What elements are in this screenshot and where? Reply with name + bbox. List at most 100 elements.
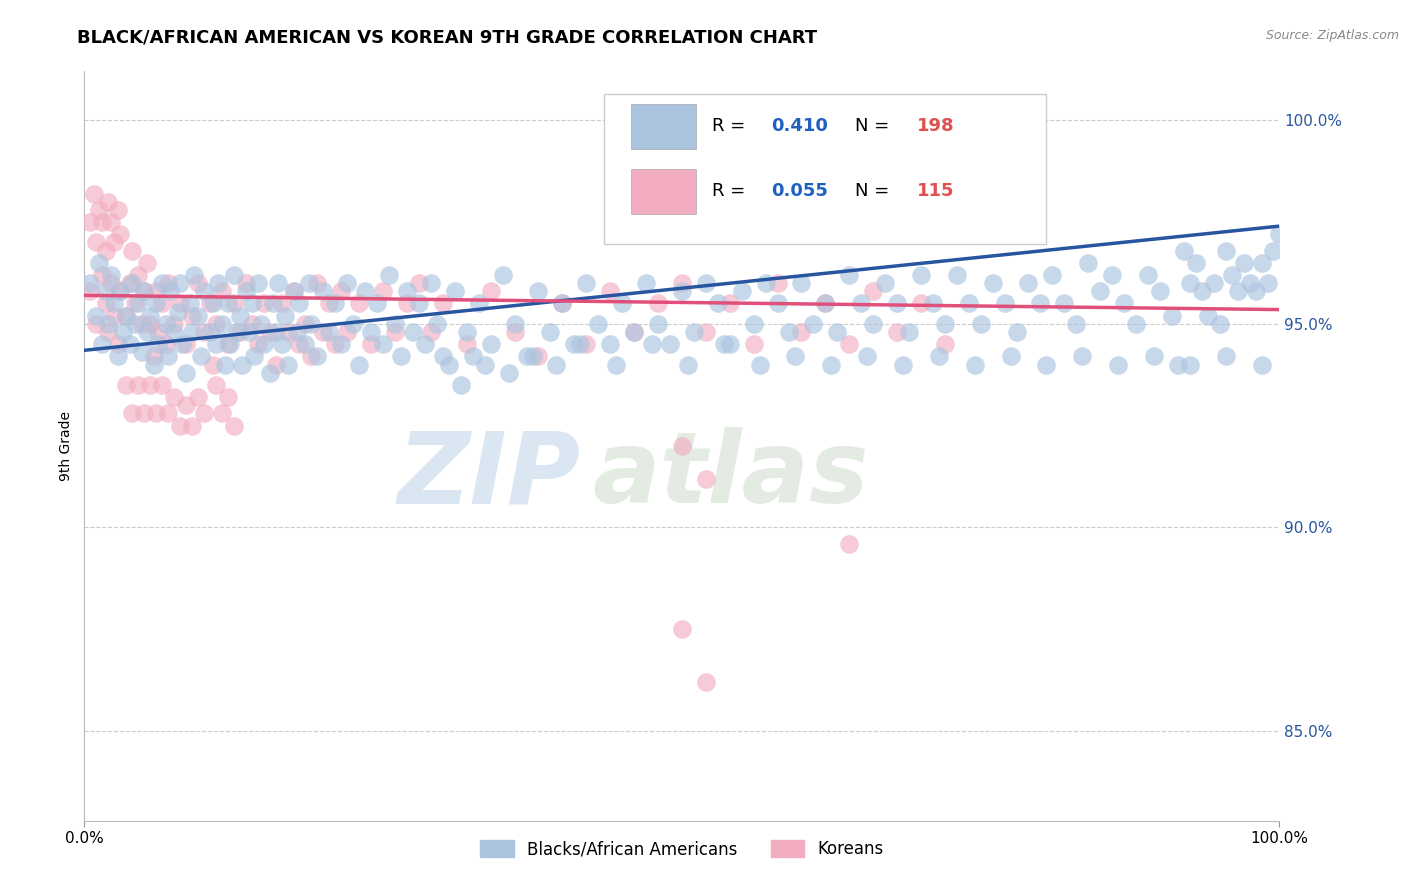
Point [190,350,212,364]
Point [193,406,215,420]
Point [94,296,117,310]
Point [1215,244,1237,258]
Point [181,325,204,339]
Point [742,317,765,331]
Point [150,276,173,290]
Text: BLACK/AFRICAN AMERICAN VS KOREAN 9TH GRADE CORRELATION CHART: BLACK/AFRICAN AMERICAN VS KOREAN 9TH GRA… [77,29,817,46]
Point [307,350,329,364]
Point [135,256,157,270]
Point [301,317,323,331]
Point [325,296,347,310]
Point [373,337,395,351]
Point [551,296,574,310]
Point [1161,309,1184,323]
Point [910,296,932,310]
Point [222,296,245,310]
Point [803,317,825,331]
Point [110,285,132,299]
Point [1250,256,1272,270]
Point [1077,256,1099,270]
Point [396,296,419,310]
Point [79,276,101,290]
Point [121,406,143,420]
Point [479,285,502,299]
Point [623,325,645,339]
Point [748,358,770,372]
Point [575,276,598,290]
Point [181,309,204,323]
Point [127,296,149,310]
Point [432,296,454,310]
Point [150,378,173,392]
Point [259,325,281,339]
Point [373,285,395,299]
Point [1125,317,1147,331]
Point [198,296,221,310]
Point [155,337,177,351]
Point [910,268,932,282]
Point [856,350,879,364]
Point [820,358,842,372]
Point [79,285,101,299]
Point [408,296,430,310]
Point [1250,358,1272,372]
Point [226,325,249,339]
Point [145,285,167,299]
Point [277,325,299,339]
Point [179,296,201,310]
Point [1066,317,1088,331]
Point [264,358,287,372]
Point [86,235,108,250]
Legend: Blacks/African Americans, Koreans: Blacks/African Americans, Koreans [474,833,890,864]
Point [981,276,1004,290]
Point [294,317,316,331]
Point [110,285,132,299]
Point [107,337,129,351]
Point [97,317,120,331]
Point [270,337,292,351]
Point [444,285,467,299]
Point [814,296,837,310]
Point [169,296,191,310]
Point [142,350,165,364]
Point [211,317,233,331]
Point [100,268,122,282]
Point [396,285,419,299]
Text: R =: R = [711,117,751,135]
Point [384,317,406,331]
Point [283,285,305,299]
Point [676,358,699,372]
Point [1268,227,1291,242]
Point [217,296,239,310]
Point [205,317,228,331]
Point [277,358,299,372]
Point [588,317,610,331]
Point [498,366,520,380]
Point [1263,244,1285,258]
Point [766,276,789,290]
Point [253,337,276,351]
Point [432,350,454,364]
Point [172,337,194,351]
Point [575,337,598,351]
Point [187,276,209,290]
Point [79,215,101,229]
Point [349,358,371,372]
Point [963,358,986,372]
Point [121,276,143,290]
Point [1035,358,1057,372]
Point [474,358,496,372]
Point [207,276,229,290]
Point [148,337,170,351]
Point [934,317,956,331]
Point [217,337,239,351]
Point [100,215,122,229]
Point [564,337,586,351]
Point [779,325,801,339]
Point [426,317,449,331]
Point [1233,256,1256,270]
Point [131,345,153,359]
Point [450,378,472,392]
Point [957,296,980,310]
Text: N =: N = [855,117,896,135]
